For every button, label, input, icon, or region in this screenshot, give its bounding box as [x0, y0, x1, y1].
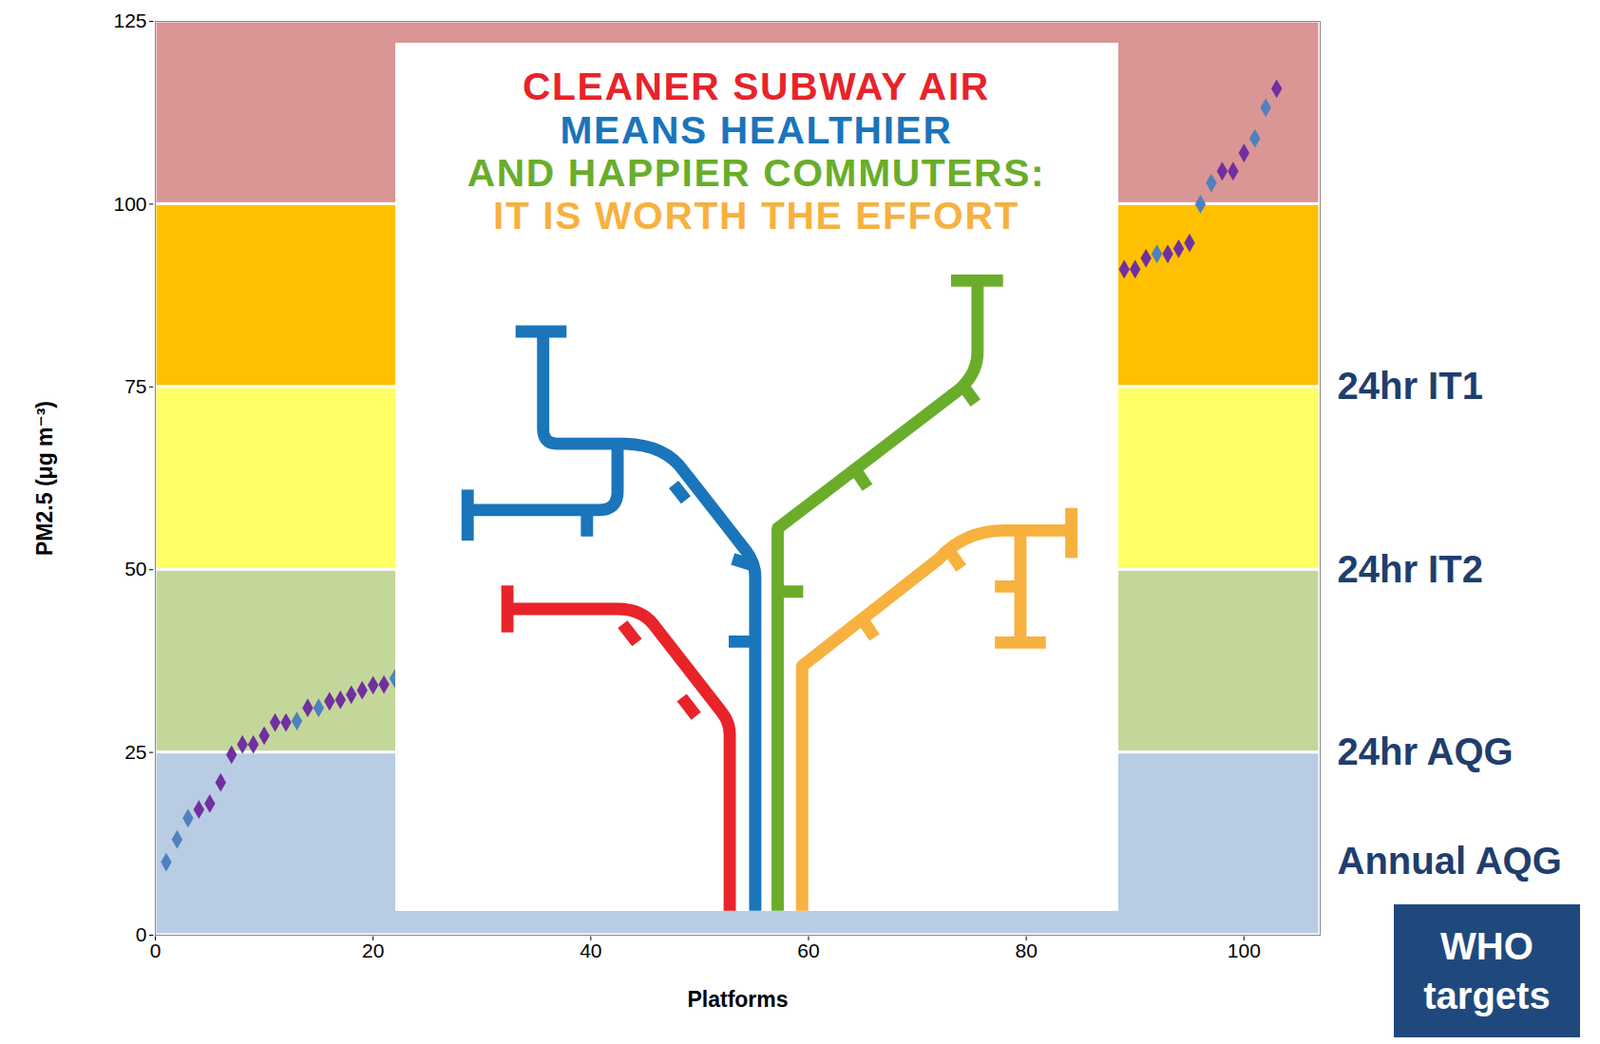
svg-text:80: 80 [1014, 939, 1037, 962]
svg-text:CLEANER SUBWAY AIR: CLEANER SUBWAY AIR [522, 64, 991, 109]
svg-text:24hr AQG: 24hr AQG [1337, 730, 1514, 773]
svg-text:PM2.5 (μg m⁻³): PM2.5 (μg m⁻³) [32, 400, 58, 556]
svg-text:AND HAPPIER COMMUTERS:: AND HAPPIER COMMUTERS: [467, 151, 1046, 195]
svg-text:20: 20 [361, 939, 384, 962]
svg-text:Platforms: Platforms [686, 987, 788, 1012]
svg-text:IT IS WORTH THE EFFORT: IT IS WORTH THE EFFORT [493, 193, 1020, 238]
svg-text:0: 0 [135, 923, 148, 946]
svg-text:40: 40 [579, 939, 602, 962]
svg-text:60: 60 [797, 939, 820, 962]
svg-text:100: 100 [113, 192, 147, 215]
svg-text:125: 125 [113, 9, 147, 32]
svg-text:75: 75 [124, 375, 147, 398]
svg-text:24hr IT1: 24hr IT1 [1337, 364, 1484, 407]
svg-text:25: 25 [124, 741, 147, 763]
svg-text:24hr IT2: 24hr IT2 [1337, 548, 1484, 591]
svg-text:50: 50 [124, 557, 147, 580]
svg-text:0: 0 [150, 939, 162, 962]
svg-text:MEANS HEALTHIER: MEANS HEALTHIER [559, 108, 953, 153]
svg-text:100: 100 [1227, 939, 1261, 962]
svg-text:Annual AQG: Annual AQG [1337, 839, 1562, 882]
html-text:WHO targets: WHO targets [1423, 925, 1551, 1017]
